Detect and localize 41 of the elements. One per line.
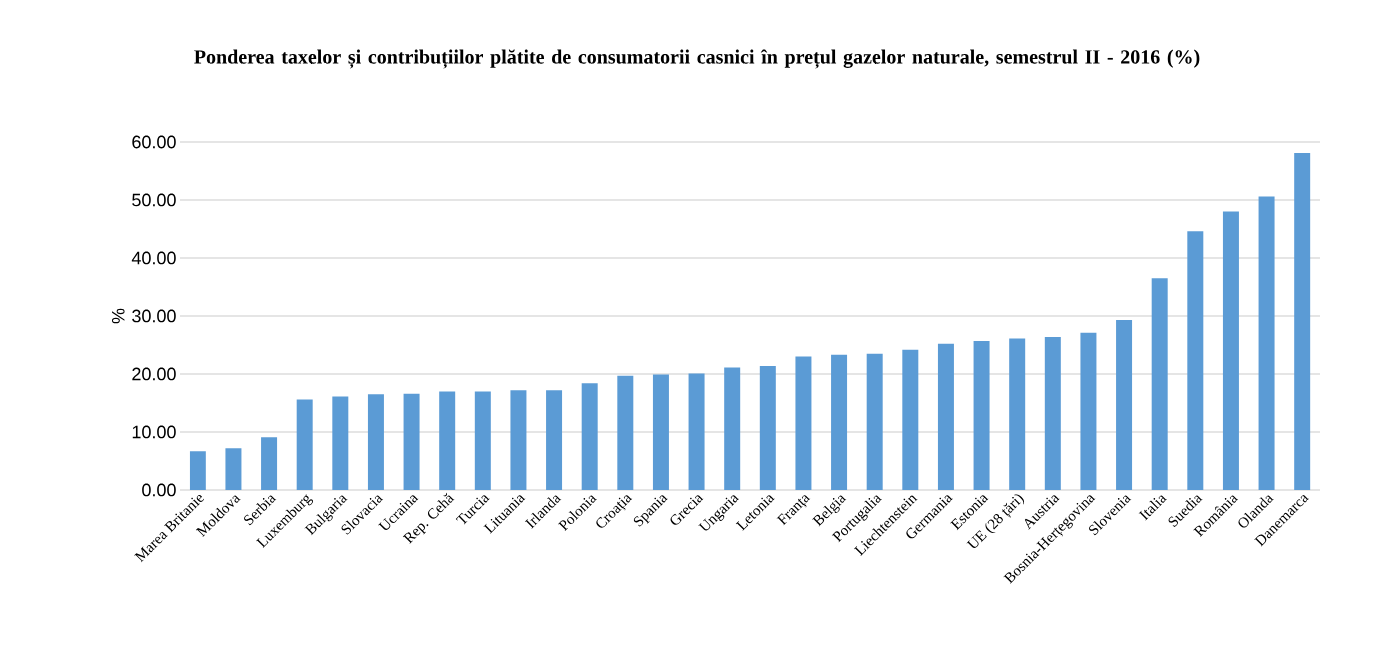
chart-title: Ponderea taxelor și contribuțiilor plătite de consumatorii casnici în prețul gazelor naturale, semestrul II - 2016 (%) [194, 49, 1200, 69]
y-axis-title: % [111, 308, 125, 324]
bar [296, 399, 313, 490]
bar [510, 390, 527, 490]
bar [1044, 336, 1061, 490]
bar [1187, 231, 1204, 490]
bar [189, 451, 206, 490]
bar [225, 448, 242, 490]
y-tick-label: 30.00 [132, 309, 176, 323]
bar [759, 365, 776, 490]
bar [332, 396, 349, 490]
y-tick-label: 60.00 [132, 135, 176, 149]
bar [795, 356, 812, 490]
bar [1116, 320, 1133, 490]
bar [652, 374, 669, 490]
bar [1151, 278, 1168, 490]
bar [688, 373, 705, 490]
bar [1080, 332, 1097, 490]
bar [546, 390, 563, 490]
y-tick-label: 10.00 [132, 425, 176, 439]
bar [1222, 211, 1239, 490]
y-tick-label: 0.00 [142, 483, 176, 497]
bar [973, 340, 990, 490]
bar [403, 393, 420, 490]
bar [902, 349, 919, 490]
y-tick-label: 20.00 [132, 367, 176, 381]
bar [1294, 153, 1311, 490]
bar [866, 353, 883, 490]
bar [261, 437, 278, 490]
bar [367, 394, 384, 490]
bar [1258, 196, 1275, 490]
bar [439, 391, 456, 490]
bar [617, 375, 634, 490]
bar [581, 383, 598, 490]
y-tick-label: 40.00 [131, 251, 176, 265]
y-tick-label: 50.00 [132, 193, 176, 207]
bar [1009, 338, 1026, 490]
bar [474, 391, 491, 490]
bar [937, 343, 954, 490]
bar [831, 354, 848, 490]
bar [724, 367, 741, 490]
